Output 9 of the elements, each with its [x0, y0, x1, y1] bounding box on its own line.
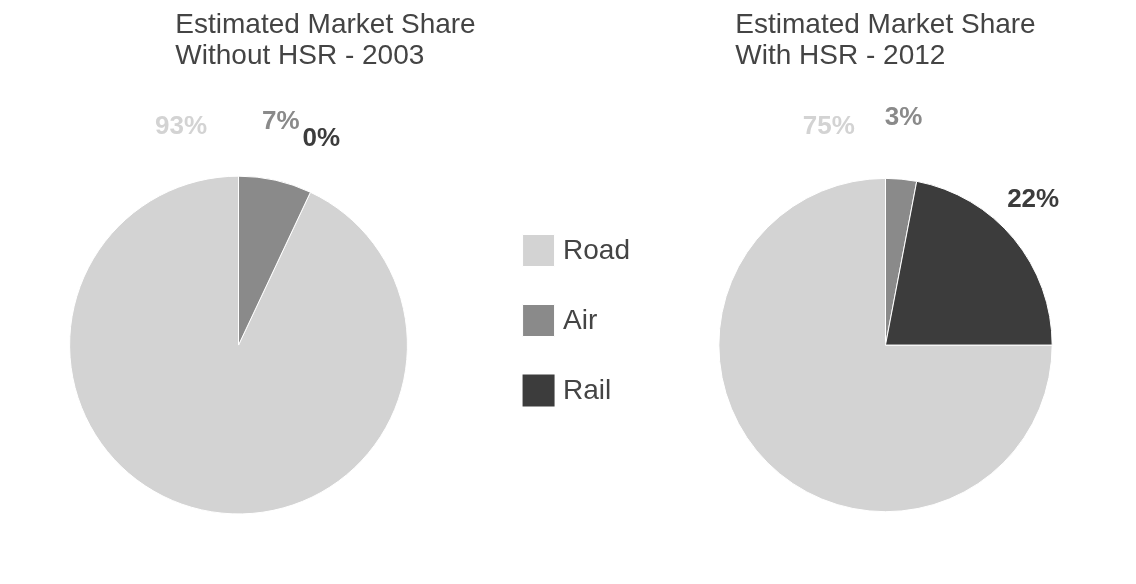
text: 0% — [302, 121, 341, 152]
data-label: 7% — [262, 105, 300, 136]
chart-title: Estimated Market Share Without HSR - 2003 — [175, 7, 476, 70]
data-label: 3% — [884, 100, 923, 131]
chart-title: Estimated Market Share With HSR - 2012 — [735, 7, 1036, 70]
legend-label: Road — [563, 233, 630, 266]
data-label: 22% — [1007, 183, 1060, 214]
legend-label: Rail — [563, 373, 612, 406]
legend-label: Air — [563, 303, 598, 336]
